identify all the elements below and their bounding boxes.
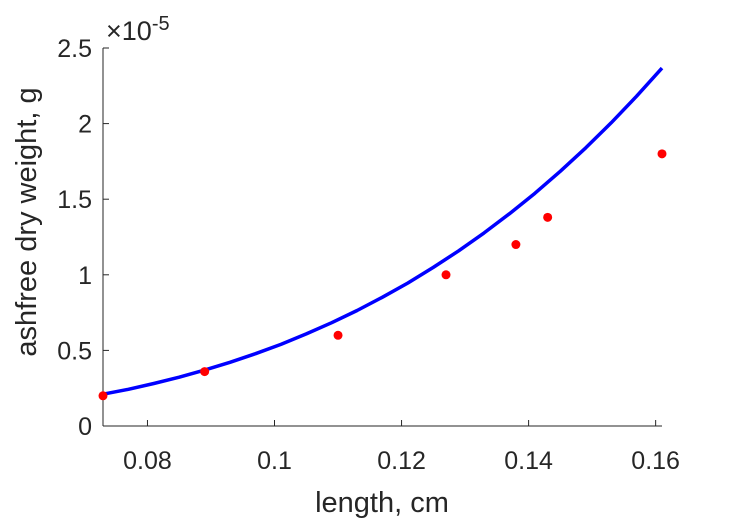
y-ticks: 0 0.5 1 1.5 2 2.5 (57, 35, 109, 441)
data-point (511, 240, 521, 250)
x-tick-label: 0.12 (377, 447, 426, 475)
y-tick-label: 0.5 (57, 337, 92, 365)
y-tick-label: 2 (78, 111, 92, 139)
x-tick-label: 0.08 (123, 447, 172, 475)
fit-curve (102, 66, 664, 396)
y-exponent-label: ×10-5 (106, 13, 170, 46)
y-axis-label: ashfree dry weight, g (11, 87, 43, 356)
data-point (200, 367, 210, 377)
y-tick-label: 1.5 (57, 186, 92, 214)
data-point (98, 391, 108, 401)
x-tick-label: 0.1 (257, 447, 292, 475)
x-tick-label: 0.16 (631, 447, 680, 475)
data-point (543, 212, 553, 222)
y-tick-label: 0 (78, 413, 92, 441)
y-exponent-base: ×10 (106, 16, 152, 46)
x-axis-label: length, cm (315, 487, 449, 519)
data-point (333, 330, 343, 340)
y-tick-label: 1 (78, 262, 92, 290)
x-tick-label: 0.14 (504, 447, 553, 475)
plot-area (98, 66, 667, 401)
y-exponent-power: -5 (152, 13, 170, 35)
y-tick-label: 2.5 (57, 35, 92, 63)
data-point (657, 149, 667, 159)
x-ticks: 0.08 0.1 0.12 0.14 0.16 (123, 420, 680, 475)
data-point (441, 270, 451, 280)
axes (102, 48, 662, 427)
